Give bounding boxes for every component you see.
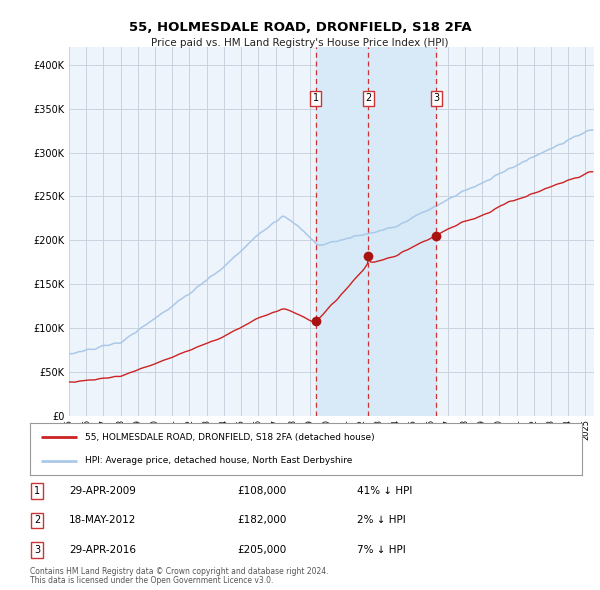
Text: 41% ↓ HPI: 41% ↓ HPI [357, 486, 412, 496]
Text: 2: 2 [365, 93, 371, 103]
Text: Contains HM Land Registry data © Crown copyright and database right 2024.: Contains HM Land Registry data © Crown c… [30, 567, 329, 576]
Text: 18-MAY-2012: 18-MAY-2012 [69, 516, 136, 525]
Text: 1: 1 [313, 93, 319, 103]
Text: 55, HOLMESDALE ROAD, DRONFIELD, S18 2FA (detached house): 55, HOLMESDALE ROAD, DRONFIELD, S18 2FA … [85, 432, 375, 441]
Text: 3: 3 [433, 93, 439, 103]
Text: This data is licensed under the Open Government Licence v3.0.: This data is licensed under the Open Gov… [30, 576, 274, 585]
Text: £182,000: £182,000 [237, 516, 286, 525]
Text: 7% ↓ HPI: 7% ↓ HPI [357, 545, 406, 555]
Text: 2: 2 [34, 516, 40, 525]
Text: 1: 1 [34, 486, 40, 496]
Text: 2% ↓ HPI: 2% ↓ HPI [357, 516, 406, 525]
Text: Price paid vs. HM Land Registry's House Price Index (HPI): Price paid vs. HM Land Registry's House … [151, 38, 449, 48]
Text: £108,000: £108,000 [237, 486, 286, 496]
Text: £205,000: £205,000 [237, 545, 286, 555]
Text: 55, HOLMESDALE ROAD, DRONFIELD, S18 2FA: 55, HOLMESDALE ROAD, DRONFIELD, S18 2FA [128, 21, 472, 34]
Text: 3: 3 [34, 545, 40, 555]
Bar [316, 47, 436, 416]
Text: 29-APR-2016: 29-APR-2016 [69, 545, 136, 555]
Text: 29-APR-2009: 29-APR-2009 [69, 486, 136, 496]
Text: HPI: Average price, detached house, North East Derbyshire: HPI: Average price, detached house, Nort… [85, 457, 353, 466]
